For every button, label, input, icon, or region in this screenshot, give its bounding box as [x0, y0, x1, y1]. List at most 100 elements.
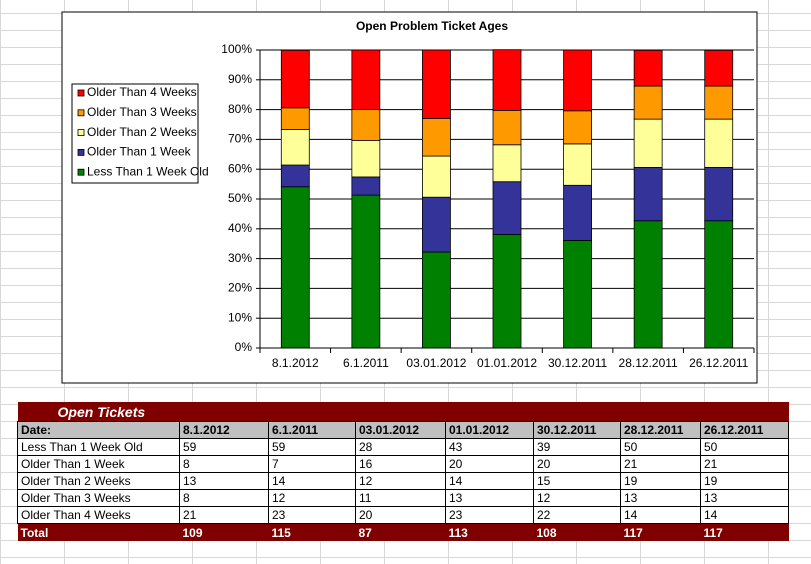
bar-segment [633, 220, 663, 349]
x-tick-label: 01.01.2012 [477, 356, 537, 370]
y-tick-label: 30% [228, 251, 252, 265]
cell: 13 [620, 489, 701, 507]
cell: 21 [700, 455, 789, 473]
cell: 20 [445, 455, 534, 473]
y-tick-label: 80% [228, 102, 252, 116]
legend-label: Older Than 3 Weeks [87, 105, 197, 119]
table-row: Older Than 2 Weeks 13 14 12 14 15 19 19 [17, 472, 789, 490]
y-tick-label: 50% [228, 191, 252, 205]
x-tick-label: 30.12.2011 [548, 356, 607, 370]
cell: 8 [179, 489, 269, 507]
cell: 117 [703, 525, 723, 540]
cell: 28.12.2011 [620, 421, 701, 439]
bar-segment [280, 129, 310, 166]
cell: 6.1.2011 [268, 421, 356, 439]
bar-segment [563, 143, 592, 186]
bar-segment [563, 49, 592, 112]
cell: 26.12.2011 [700, 421, 789, 439]
table-title-row: Open Tickets [17, 402, 789, 422]
cell: 14 [620, 506, 701, 524]
cell: 50 [620, 438, 701, 456]
chart-title: Open Problem Ticket Ages [356, 19, 508, 33]
table-row: Older Than 4 Weeks 21 23 20 23 22 14 14 [17, 506, 789, 524]
bar-segment [492, 181, 522, 235]
legend-swatch [77, 109, 85, 117]
bar-segment [563, 240, 592, 349]
cell: 8 [179, 455, 269, 473]
bar-segment [704, 167, 734, 222]
bar-segment [492, 144, 522, 183]
legend-swatch [77, 89, 85, 97]
bar-segment [563, 110, 592, 145]
bar-segment [280, 107, 310, 130]
bar-segment [704, 85, 734, 120]
cell: 12 [268, 489, 356, 507]
cell: 30.12.2011 [533, 421, 621, 439]
cell: 20 [355, 506, 446, 524]
x-tick-label: 03.01.2012 [406, 356, 466, 370]
cell: 12 [533, 489, 621, 507]
bar-segment [704, 118, 734, 168]
cell: 7 [268, 455, 356, 473]
cell: 14 [700, 506, 789, 524]
cell: 01.01.2012 [445, 421, 534, 439]
cell: 03.01.2012 [355, 421, 446, 439]
table-header-row: Date: 8.1.2012 6.1.2011 03.01.2012 01.01.201… [17, 421, 789, 439]
bar-segment [351, 176, 381, 196]
legend-swatch [77, 148, 85, 156]
y-tick-label: 60% [228, 161, 252, 175]
legend-swatch [77, 129, 85, 137]
bar-segment [422, 251, 451, 349]
legend-label: Older Than 4 Weeks [87, 85, 197, 99]
cell: 23 [445, 506, 534, 524]
y-tick-label: 70% [228, 132, 252, 146]
cell: 39 [533, 438, 621, 456]
cell: Older Than 2 Weeks [17, 472, 180, 490]
cell: 13 [445, 489, 534, 507]
x-tick-label: 26.12.2011 [689, 356, 748, 370]
cell: Older Than 1 Week [17, 455, 180, 473]
legend-label: Less Than 1 Week Old [87, 164, 209, 178]
cell: 8.1.2012 [179, 421, 269, 439]
x-tick-label: 28.12.2011 [619, 356, 678, 370]
y-tick-label: 10% [228, 310, 252, 324]
bar-segment [492, 110, 522, 146]
bar-segment [422, 49, 451, 119]
cell: 23 [268, 506, 356, 524]
cell: Less Than 1 Week Old [17, 438, 180, 456]
cell: 12 [355, 472, 446, 490]
cell: 59 [268, 438, 356, 456]
x-tick-label: 6.1.2011 [343, 356, 389, 370]
table-row: Older Than 1 Week 8 7 16 20 20 21 21 [17, 455, 789, 473]
bar-segment [563, 184, 592, 241]
cell: 20 [533, 455, 621, 473]
cell: 13 [179, 472, 269, 490]
cell: Total [20, 525, 49, 540]
legend-label: Older Than 1 Week [87, 145, 192, 159]
y-tick-label: 40% [228, 221, 252, 235]
cell: 59 [179, 438, 269, 456]
cell: Date: [17, 421, 180, 439]
bar-segment [422, 155, 451, 198]
cell: 16 [355, 455, 446, 473]
bar-segment [422, 118, 451, 157]
bar-segment [633, 118, 663, 168]
bar-segment [351, 194, 381, 349]
x-tick-label: 8.1.2012 [272, 356, 319, 370]
bar-segment [704, 220, 734, 349]
cell: 108 [536, 525, 557, 540]
cell: 14 [268, 472, 356, 490]
bar-segment [492, 234, 522, 349]
bar-segment [351, 140, 381, 178]
y-tick-label: 100% [221, 42, 252, 56]
cell: 15 [533, 472, 621, 490]
chart: Open Problem Ticket Ages 0% 10% 20% 30% 40% 5… [61, 11, 758, 384]
bar-segment [633, 49, 663, 87]
cell: 115 [271, 525, 291, 540]
cell: 21 [179, 506, 269, 524]
bar-segment [704, 49, 734, 87]
table-row: Older Than 3 Weeks 8 12 11 13 12 13 13 [17, 489, 789, 507]
legend [71, 83, 199, 184]
legend-swatch [77, 168, 85, 176]
